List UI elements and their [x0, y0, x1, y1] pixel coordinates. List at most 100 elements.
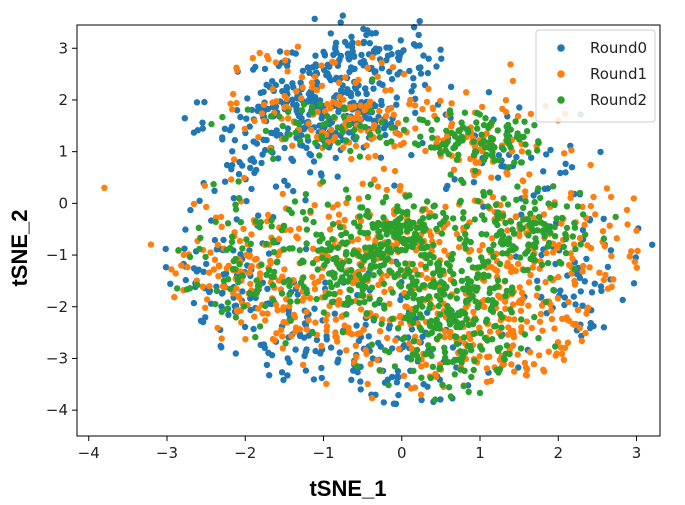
x-tick-label: 1: [475, 444, 485, 462]
point-round2: [234, 275, 241, 282]
point-round2: [433, 335, 440, 343]
point-round1: [441, 247, 448, 254]
point-round1: [215, 273, 222, 280]
point-round2: [538, 261, 546, 268]
point-round1: [587, 202, 594, 210]
point-round2: [374, 249, 381, 256]
point-round1: [422, 147, 429, 155]
point-round0: [265, 250, 273, 257]
point-round2: [324, 240, 332, 247]
point-round1: [334, 338, 341, 345]
point-round2: [342, 186, 350, 193]
point-round2: [401, 334, 408, 341]
point-round0: [604, 263, 612, 271]
point-round1: [436, 238, 443, 246]
point-round0: [379, 81, 386, 89]
point-round1: [240, 225, 247, 233]
point-round1: [323, 380, 330, 387]
point-round1: [623, 206, 631, 214]
point-round0: [390, 400, 398, 407]
point-round2: [280, 222, 288, 229]
point-round0: [438, 55, 445, 62]
point-round1: [251, 117, 258, 125]
point-round1: [260, 101, 268, 108]
point-round1: [503, 169, 510, 176]
point-round2: [379, 199, 387, 206]
point-round2: [520, 133, 527, 140]
point-round0: [228, 123, 236, 130]
point-round0: [515, 364, 522, 371]
point-round0: [289, 157, 297, 165]
point-round1: [552, 352, 559, 359]
point-round2: [524, 216, 532, 223]
point-round2: [263, 271, 270, 278]
point-round0: [400, 47, 407, 54]
legend-label-round1: Round1: [590, 65, 647, 83]
point-round2: [347, 287, 354, 294]
point-round2: [364, 207, 371, 215]
point-round2: [375, 228, 383, 235]
point-round1: [555, 273, 562, 281]
point-round1: [305, 120, 312, 127]
point-round0: [281, 177, 288, 184]
point-round1: [600, 276, 607, 284]
point-round0: [257, 89, 264, 97]
point-round0: [299, 67, 307, 75]
point-round0: [630, 280, 638, 287]
point-round0: [284, 125, 292, 132]
point-round1: [279, 190, 286, 198]
point-round0: [292, 50, 299, 57]
point-round1: [236, 294, 243, 302]
point-round2: [279, 122, 286, 130]
point-round2: [292, 129, 299, 136]
point-round2: [530, 227, 537, 234]
point-round1: [476, 353, 483, 360]
point-round1: [299, 361, 307, 368]
point-round0: [607, 247, 615, 254]
point-round2: [520, 216, 527, 223]
point-round2: [313, 231, 320, 238]
point-round0: [248, 185, 255, 193]
point-round2: [367, 244, 375, 252]
point-round0: [543, 151, 550, 158]
point-round2: [545, 200, 552, 207]
point-round2: [498, 324, 505, 331]
point-round0: [247, 306, 254, 314]
point-round0: [378, 65, 386, 72]
point-round2: [334, 244, 342, 251]
point-round2: [500, 195, 507, 202]
point-round2: [408, 274, 415, 281]
point-round1: [587, 161, 594, 169]
point-round0: [272, 183, 280, 190]
point-round1: [376, 328, 384, 335]
point-round2: [518, 316, 525, 323]
point-round0: [241, 323, 249, 331]
point-round1: [322, 108, 329, 115]
point-round2: [457, 366, 464, 373]
point-round1: [279, 273, 286, 280]
point-round1: [386, 300, 393, 307]
point-round1: [569, 255, 576, 262]
point-round0: [268, 352, 276, 359]
point-round0: [408, 151, 415, 159]
point-round2: [362, 283, 369, 291]
point-round2: [503, 123, 511, 131]
point-round2: [343, 311, 350, 318]
point-round0: [232, 350, 239, 357]
point-round0: [393, 101, 400, 108]
point-round2: [562, 230, 569, 238]
point-round1: [326, 226, 334, 233]
point-round2: [297, 259, 304, 266]
point-round1: [233, 64, 240, 71]
point-round1: [340, 144, 347, 151]
point-round1: [363, 142, 370, 149]
point-round0: [420, 52, 427, 59]
point-round2: [422, 263, 429, 270]
legend-label-round2: Round2: [590, 91, 647, 109]
point-round2: [488, 247, 495, 254]
point-round2: [394, 325, 402, 332]
legend: Round0 Round1 Round2: [535, 29, 656, 123]
point-round2: [429, 363, 437, 370]
point-round1: [500, 361, 507, 368]
point-round0: [416, 42, 423, 49]
